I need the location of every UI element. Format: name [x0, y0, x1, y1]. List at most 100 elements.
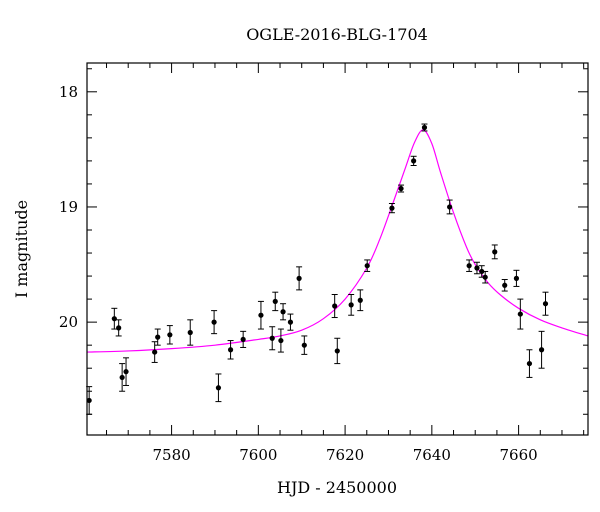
data-point: [513, 269, 520, 287]
data-point: [272, 291, 279, 312]
y-tick-label: 20: [59, 313, 78, 331]
point-marker: [187, 329, 193, 336]
point-marker: [447, 204, 453, 210]
point-marker: [227, 347, 234, 353]
point-marker: [398, 185, 404, 192]
point-marker: [258, 312, 264, 318]
point-marker: [167, 332, 173, 338]
data-point: [240, 330, 247, 348]
data-point: [257, 300, 264, 330]
point-marker: [332, 303, 338, 309]
x-axis-label: HJD - 2450000: [277, 478, 397, 497]
point-marker: [492, 249, 498, 255]
data-points: [86, 123, 549, 415]
y-axis-label: I magnitude: [12, 200, 31, 298]
point-marker: [334, 348, 340, 354]
point-marker: [152, 349, 158, 355]
point-marker: [538, 347, 545, 353]
data-point: [501, 279, 508, 292]
x-tick-label: 7620: [326, 446, 364, 464]
data-point: [334, 337, 341, 365]
data-point: [280, 303, 287, 321]
point-marker: [513, 275, 520, 281]
point-marker: [111, 316, 117, 322]
point-marker: [296, 275, 302, 281]
model-curve: [86, 129, 589, 353]
point-marker: [278, 337, 284, 344]
point-marker: [482, 274, 488, 280]
data-point: [115, 319, 122, 337]
y-tick-label: 18: [59, 83, 78, 101]
data-point: [187, 319, 194, 346]
data-point: [357, 289, 364, 312]
y-tick-label: 19: [59, 198, 78, 216]
point-marker: [240, 336, 246, 343]
point-marker: [116, 325, 122, 331]
point-marker: [287, 319, 294, 325]
x-tick-label: 7640: [413, 446, 451, 464]
data-point: [398, 184, 405, 193]
point-marker: [155, 334, 161, 340]
data-point: [296, 266, 303, 291]
data-point: [421, 123, 428, 132]
point-marker: [86, 397, 92, 404]
data-point: [331, 293, 338, 319]
point-marker: [389, 205, 395, 211]
x-tick-label: 7580: [152, 446, 190, 464]
data-point: [542, 291, 549, 316]
point-marker: [119, 374, 125, 381]
data-point: [301, 335, 308, 355]
data-point: [526, 349, 533, 378]
point-marker: [526, 360, 533, 367]
point-marker: [348, 302, 354, 308]
data-point: [517, 298, 524, 330]
point-marker: [479, 268, 485, 275]
point-marker: [542, 301, 549, 307]
point-marker: [211, 319, 217, 325]
x-tick-labels: 7580 7600 7620 7640 7660: [152, 446, 537, 464]
data-point: [482, 270, 489, 284]
data-point: [166, 325, 173, 345]
point-marker: [123, 369, 129, 375]
data-point: [446, 199, 453, 215]
point-marker: [301, 342, 307, 348]
data-point: [466, 259, 473, 272]
point-marker: [280, 309, 286, 315]
data-point: [348, 293, 355, 316]
data-point: [277, 328, 284, 353]
plot-frame: [86, 62, 589, 436]
point-marker: [466, 263, 472, 269]
x-tick-label: 7600: [239, 446, 277, 464]
point-marker: [272, 298, 278, 305]
point-marker: [269, 335, 275, 341]
point-marker: [421, 124, 428, 131]
data-point: [215, 373, 222, 403]
data-point: [538, 330, 545, 369]
point-marker: [215, 385, 222, 391]
point-marker: [517, 311, 523, 317]
point-marker: [364, 263, 370, 269]
data-point: [154, 328, 161, 346]
y-tick-labels: 18 19 20: [59, 83, 78, 331]
data-point: [211, 310, 218, 335]
data-point: [410, 155, 417, 167]
point-marker: [411, 158, 417, 164]
data-point: [473, 261, 480, 275]
data-point: [119, 363, 126, 392]
x-tick-label: 7660: [500, 446, 538, 464]
point-marker: [357, 297, 363, 303]
point-marker: [502, 282, 508, 288]
data-point: [111, 307, 118, 330]
data-point: [269, 326, 276, 351]
data-point: [151, 341, 158, 363]
data-point: [364, 259, 371, 272]
data-point: [388, 203, 395, 214]
data-point: [287, 313, 294, 331]
data-point: [123, 357, 130, 386]
data-point: [491, 244, 498, 260]
plot-area: [86, 62, 589, 436]
point-marker: [474, 265, 480, 271]
chart-title: OGLE-2016-BLG-1704: [246, 25, 428, 44]
data-point: [227, 340, 234, 360]
